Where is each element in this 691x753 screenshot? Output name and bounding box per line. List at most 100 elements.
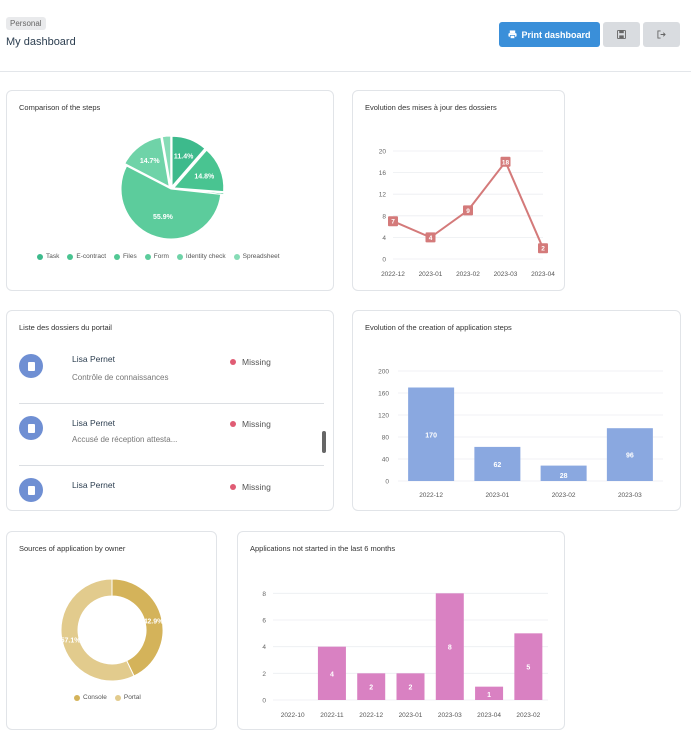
data-point: [463, 205, 473, 216]
bar: [475, 686, 504, 700]
save-icon: [617, 30, 626, 39]
legend-item[interactable]: Spreadsheet: [233, 253, 280, 260]
x-tick-label: 2023-02: [516, 712, 540, 719]
print-dashboard-button[interactable]: Print dashboard: [499, 22, 600, 47]
status-badge: Missing: [230, 419, 271, 429]
list-item[interactable]: Lisa Pernet Contrôle de connaissances Mi…: [7, 341, 325, 403]
donut-slice-portal: [60, 578, 135, 682]
updates-chart-title: Evolution des mises à jour des dossiers: [365, 103, 497, 112]
status-dot: [230, 421, 236, 427]
list-item[interactable]: Lisa Pernet Missing: [7, 465, 325, 510]
donut-slice-console: [111, 578, 164, 677]
legend-item[interactable]: Task: [37, 253, 59, 260]
updates-series-line: [392, 159, 544, 249]
pie-data-label: 14.7%: [140, 158, 161, 165]
y-tick-label: 80: [382, 435, 390, 442]
bar-data-label: 5: [526, 665, 530, 672]
data-label: 2: [541, 246, 545, 253]
x-tick-label: 2023-01: [399, 712, 423, 719]
bar-data-label: 8: [448, 645, 452, 652]
x-tick-label: 2022-12: [381, 271, 405, 278]
y-tick-label: 6: [262, 618, 266, 625]
pie-slice-task: [171, 135, 206, 188]
page-title: My dashboard: [6, 36, 76, 48]
creation-chart-title: Evolution of the creation of application…: [365, 323, 512, 332]
legend-item[interactable]: Portal: [114, 694, 141, 701]
creation-chart-card: Evolution of the creation of application…: [352, 310, 681, 511]
pie-slice-spreadsheet: [161, 135, 172, 187]
list-item-document: Accusé de réception attesta...: [72, 435, 178, 444]
y-tick-label: 0: [382, 257, 386, 264]
divider: [19, 465, 324, 466]
y-tick-label: 160: [378, 391, 389, 398]
x-tick-label: 2022-10: [281, 712, 305, 719]
printer-icon: [508, 30, 518, 39]
steps-legend: Task E-contract Files Form Identity check Spr…: [37, 253, 280, 260]
x-tick-label: 2023-02: [456, 271, 480, 278]
y-tick-label: 2: [262, 671, 266, 678]
sources-chart-title: Sources of application by owner: [19, 544, 126, 553]
legend-swatch: [114, 253, 120, 260]
donut-data-label: 42.9%: [144, 619, 165, 626]
pie-data-label: 14.8%: [194, 173, 215, 180]
status-label: Missing: [242, 357, 271, 367]
bar-data-label: 28: [560, 473, 568, 480]
y-tick-label: 8: [382, 213, 386, 220]
y-tick-label: 20: [379, 149, 387, 156]
list-item[interactable]: Lisa Pernet Accusé de réception attesta.…: [7, 403, 325, 465]
bar: [514, 633, 543, 700]
pie-slice-e-contract: [172, 149, 225, 193]
legend-item[interactable]: E-contract: [67, 253, 106, 260]
status-label: Missing: [242, 482, 271, 492]
legend-label: Task: [46, 253, 60, 260]
y-tick-label: 12: [379, 192, 387, 199]
legend-label: Spreadsheet: [242, 253, 280, 260]
portal-list-card: Liste des dossiers du portail Lisa Perne…: [6, 310, 334, 511]
bar: [317, 646, 346, 700]
y-tick-label: 0: [262, 698, 266, 705]
exit-button[interactable]: [643, 22, 680, 47]
pie-slice-identity-check: [124, 136, 170, 188]
dashboard-header: Personal My dashboard Print dashboard: [0, 0, 691, 72]
legend-label: E-contract: [76, 253, 106, 260]
y-tick-label: 0: [385, 479, 389, 486]
status-badge: Missing: [230, 357, 271, 367]
document-icon: [19, 478, 43, 502]
bar: [435, 593, 464, 700]
bar: [606, 428, 653, 481]
x-tick-label: 2023-04: [531, 271, 555, 278]
legend-item[interactable]: Form: [144, 253, 169, 260]
print-dashboard-label: Print dashboard: [521, 29, 591, 40]
data-point: [500, 156, 511, 167]
creation-bar-chart: 0 40 80 120 160 200 170 2022-12 62 2023-01 28 2023-…: [378, 369, 663, 499]
x-tick-label: 2023-03: [438, 712, 462, 719]
steps-chart-title: Comparison of the steps: [19, 103, 101, 112]
status-label: Missing: [242, 419, 271, 429]
x-tick-label: 2023-04: [477, 712, 501, 719]
legend-swatch: [37, 253, 43, 260]
data-label: 9: [466, 208, 470, 215]
legend-label: Portal: [123, 694, 141, 701]
bar-data-label: 62: [493, 462, 501, 469]
portal-list-title: Liste des dossiers du portail: [19, 323, 112, 332]
bar-data-label: 1: [487, 692, 491, 699]
y-tick-label: 4: [382, 235, 386, 242]
save-button[interactable]: [603, 22, 640, 47]
personal-tag: Personal: [6, 17, 46, 30]
bar-data-label: 4: [330, 671, 334, 678]
x-tick-label: 2023-03: [618, 492, 642, 499]
not-started-chart-card: Applications not started in the last 6 m…: [237, 531, 565, 730]
y-tick-label: 8: [262, 591, 266, 598]
y-tick-label: 40: [382, 457, 390, 464]
pie-data-label: 11.4%: [174, 153, 194, 160]
x-tick-label: 2022-11: [320, 712, 344, 719]
list-scrollbar[interactable]: [322, 431, 326, 453]
legend-item[interactable]: Files: [114, 253, 137, 260]
legend-swatch: [144, 253, 151, 260]
legend-item[interactable]: Identity check: [176, 253, 226, 260]
legend-item[interactable]: Console: [74, 694, 107, 701]
steps-chart-card: Comparison of the steps 11.4% 14.8% 55.9% 1…: [6, 90, 334, 291]
document-icon: [19, 416, 43, 440]
y-tick-label: 120: [378, 413, 389, 420]
steps-pie-chart: 11.4% 14.8% 55.9% 14.7%: [120, 135, 225, 240]
